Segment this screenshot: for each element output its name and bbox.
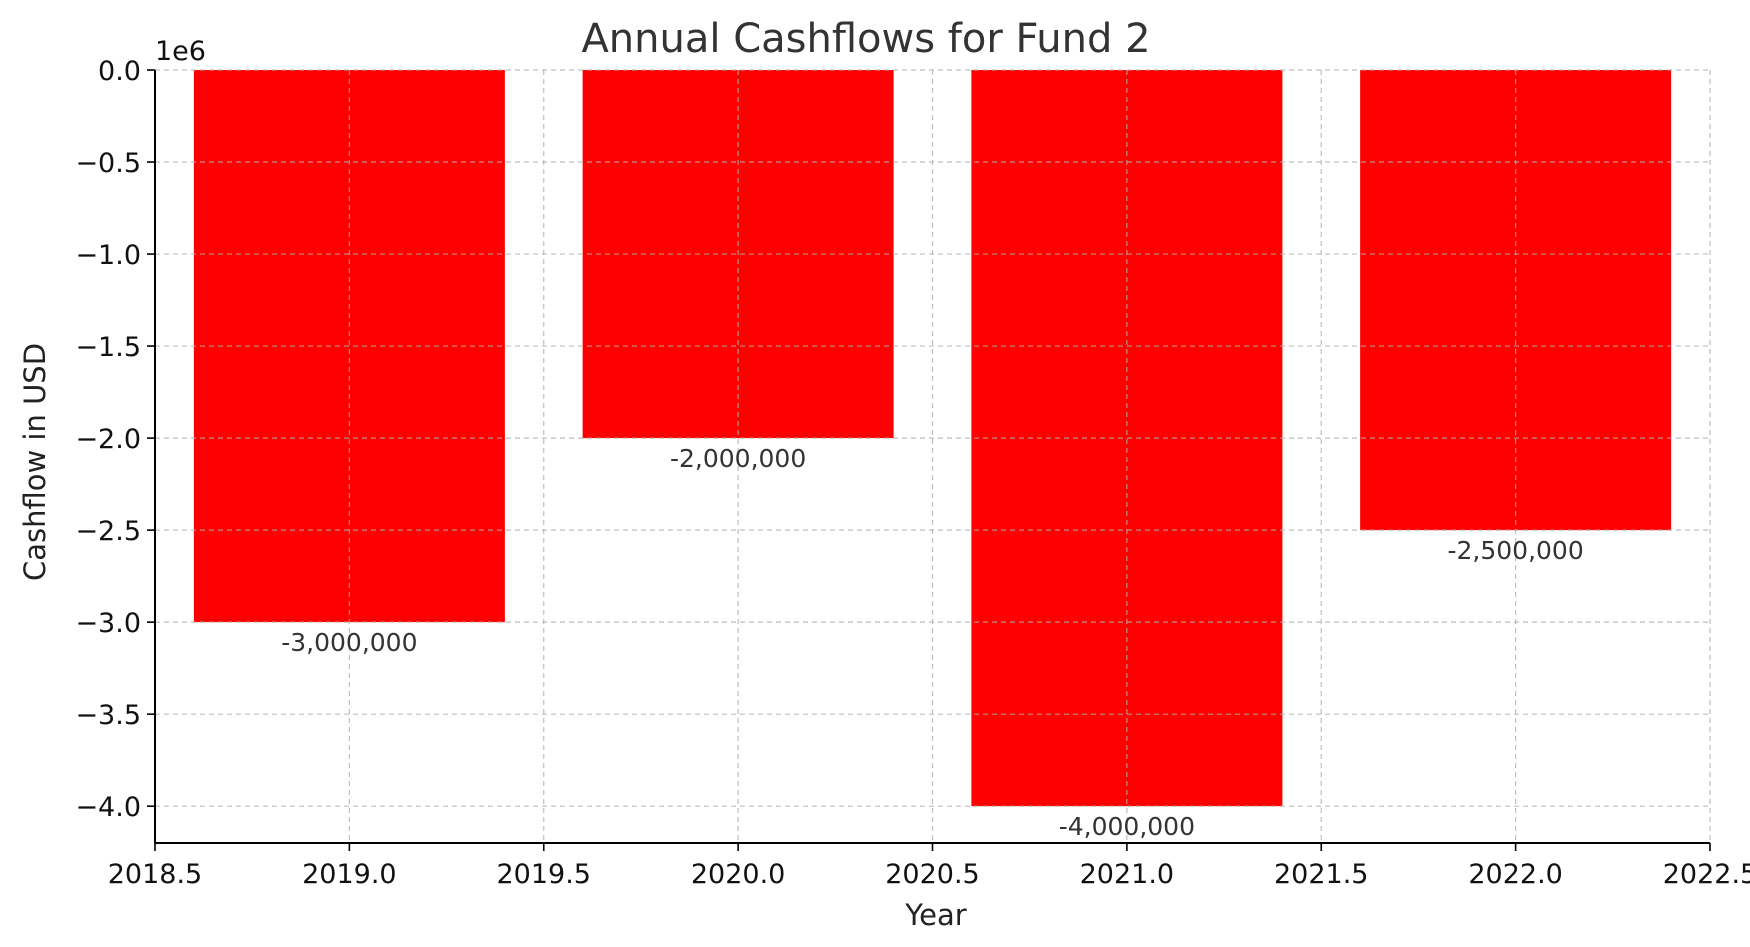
- data-label-2021: -4,000,000: [1059, 812, 1195, 841]
- x-tick-label: 2018.5: [108, 859, 202, 890]
- grid-layer: [154, 69, 1711, 843]
- y-tick-label: −4.0: [75, 792, 141, 823]
- x-tick-label: 2019.5: [497, 859, 591, 890]
- y-offset-label: 1e6: [155, 36, 206, 67]
- y-tick-label: −2.0: [75, 424, 141, 455]
- x-tick-label: 2019.0: [302, 859, 396, 890]
- y-axis-label: Cashflow in USD: [18, 343, 52, 581]
- x-tick-label: 2021.0: [1080, 859, 1174, 890]
- data-labels-layer: -3,000,000 -2,000,000 -4,000,000 -2,500,000: [281, 444, 1584, 841]
- y-tick-label: −3.0: [75, 608, 141, 639]
- y-tick-label: −2.5: [75, 516, 141, 547]
- y-tick-label: −0.5: [75, 148, 141, 179]
- x-tick-label: 2020.0: [691, 859, 785, 890]
- y-tick-label: −1.0: [75, 240, 141, 271]
- x-axis-label: Year: [904, 898, 966, 932]
- axes-layer: 2018.5 2019.0 2019.5 2020.0 2020.5 2021.0 2021…: [75, 56, 1750, 890]
- x-tick-label: 2020.5: [885, 859, 979, 890]
- y-tick-label: −1.5: [75, 332, 141, 363]
- data-label-2022: -2,500,000: [1447, 536, 1583, 565]
- x-tick-label: 2022.0: [1468, 859, 1562, 890]
- x-tick-label: 2022.5: [1663, 859, 1750, 890]
- chart-title: Annual Cashflows for Fund 2: [581, 16, 1150, 62]
- data-label-2019: -3,000,000: [281, 628, 417, 657]
- y-tick-label: −3.5: [75, 700, 141, 731]
- data-label-2020: -2,000,000: [670, 444, 806, 473]
- x-tick-label: 2021.5: [1274, 859, 1368, 890]
- y-tick-label: 0.0: [98, 56, 141, 87]
